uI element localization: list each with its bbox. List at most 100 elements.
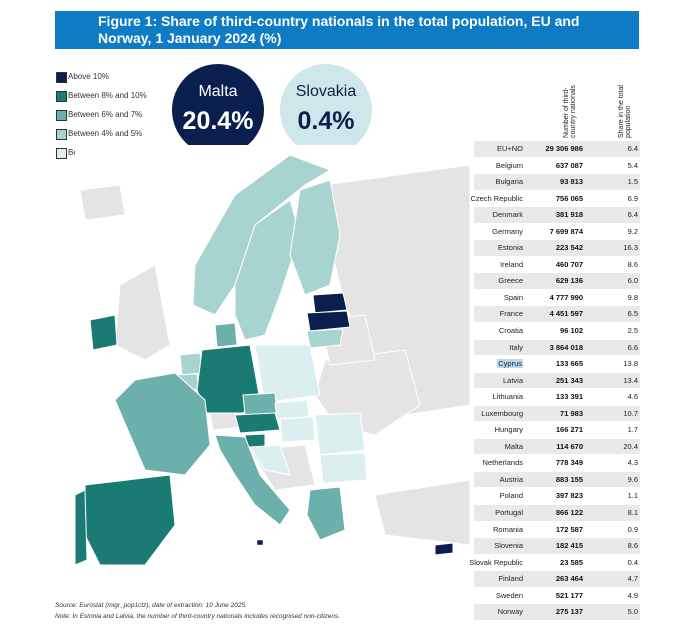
portugal-region (75, 489, 88, 566)
table-cell-number: 166 271 (555, 425, 583, 435)
data-table: EU+NO 29 306 986 6.4 Belgium 637 087 5.4 Bulga… (469, 141, 640, 621)
table-cell-share: 10.7 (623, 408, 638, 418)
table-cell-share: 8.1 (627, 508, 638, 518)
table-cell-share: 5.0 (627, 607, 638, 617)
denmark-region (214, 322, 238, 348)
table-cell-share: 4.6 (627, 392, 638, 402)
table-cell-number: 3 864 018 (549, 342, 583, 352)
table-cell-number: 133 391 (555, 392, 583, 402)
table-cell-number: 629 136 (555, 276, 583, 286)
table-cell-country: Spain (503, 292, 523, 302)
footnote: Note: In Estonia and Latvia, the number … (55, 613, 341, 620)
table-row: Denmark 381 918 6.4 (474, 207, 640, 224)
slovakia-bubble-name: Slovakia (295, 83, 357, 100)
table-cell-number: 251 343 (555, 375, 583, 385)
legend-label: Between 8% and 10% (68, 91, 147, 100)
table-cell-country: Slovak Republic (469, 557, 523, 567)
legend-swatch (56, 148, 67, 159)
table-cell-number: 4 777 990 (549, 292, 583, 302)
table-row: France 4 451 597 6.5 (474, 306, 640, 324)
table-cell-country: Hungary (494, 425, 523, 435)
table-row: Romania 172 587 0.9 (474, 522, 640, 539)
table-cell-number: 866 122 (555, 508, 583, 518)
table-cell-share: 9.8 (627, 292, 638, 302)
table-cell-share: 9.2 (627, 226, 638, 236)
table-cell-share: 8.6 (627, 541, 638, 551)
table-cell-number: 71 983 (560, 408, 583, 418)
table-row: Lithuania 133 391 4.6 (474, 389, 640, 406)
table-cell-number: 521 177 (555, 590, 583, 600)
table-cell-country: Bulgaria (495, 177, 523, 187)
malta-region (256, 539, 264, 546)
table-cell-country: Sweden (495, 590, 523, 600)
table-cell-number: 223 542 (555, 243, 583, 253)
table-row: Greece 629 136 6.0 (474, 273, 640, 290)
legend-label: Between 4% and 5% (68, 129, 143, 138)
table-cell-share: 6.4 (627, 144, 638, 153)
table-cell-share: 4.9 (627, 590, 638, 600)
table-cell-share: 1.1 (627, 491, 638, 501)
turkey-land (374, 479, 470, 546)
norway-region (192, 154, 332, 316)
table-cell-country: EU+NO (496, 144, 523, 153)
malta-highlight-bubble: Malta 20.4% (172, 64, 264, 156)
table-cell-country: Italy (509, 342, 523, 352)
legend-swatch (56, 110, 67, 121)
table-cell-share: 1.5 (627, 177, 638, 187)
figure-title: Figure 1: Share of third-country nationa… (98, 13, 580, 46)
table-cell-country: Romania (492, 524, 523, 534)
hungary-region (279, 416, 316, 443)
table-cell-share: 0.4 (627, 557, 638, 567)
table-row: Finland 263 464 4.7 (474, 571, 640, 588)
table-cell-share: 1.7 (627, 425, 638, 435)
table-row: Spain 4 777 990 9.8 (474, 290, 640, 307)
table-cell-share: 6.0 (627, 276, 638, 286)
table-cell-country: Cyprus (497, 359, 523, 369)
table-row: Luxembourg 71 983 10.7 (474, 405, 640, 423)
table-row: Czech Republic 756 065 6.9 (470, 191, 640, 208)
table-row: Estonia 223 542 16.3 (474, 240, 640, 257)
ireland-region (89, 314, 118, 351)
table-cell-country: Czech Republic (470, 193, 523, 203)
table-cell-share: 9.6 (627, 474, 638, 484)
table-cell-country: Lithuania (492, 392, 523, 402)
table-row: Portugal 866 122 8.1 (474, 505, 640, 522)
column-header-number-text: Number of third-country nationals (563, 85, 577, 138)
table-cell-country: Malta (504, 441, 523, 451)
estonia-region (312, 292, 348, 314)
poland-region (254, 344, 321, 404)
table-cell-country: Norway (497, 607, 523, 617)
source-note: Source: Eurostat (migr_pop1ctz), date of… (55, 602, 247, 609)
figure-title-bar: Figure 1: Share of third-country nationa… (55, 11, 639, 49)
legend-swatch (56, 91, 67, 102)
croatia-region (249, 444, 291, 476)
italy-region (214, 434, 291, 526)
legend-swatch (56, 72, 67, 83)
latvia-region (306, 310, 351, 332)
legend-label: Above 10% (68, 72, 109, 81)
figure-notes: Source: Eurostat (migr_pop1ctz), date of… (55, 600, 340, 622)
table-cell-share: 13.8 (623, 359, 638, 369)
table-cell-number: 778 349 (555, 458, 583, 468)
table-row: Poland 397 823 1.1 (474, 488, 640, 506)
table-row: Bulgaria 93 813 1.5 (474, 174, 640, 191)
table-cell-number: 172 587 (555, 524, 583, 534)
table-cell-country: Estonia (497, 243, 523, 253)
legend-label: Between 6% and 7% (68, 110, 143, 119)
austria-region (234, 412, 281, 434)
table-cell-number: 29 306 986 (545, 144, 583, 153)
table-cell-share: 8.6 (627, 259, 638, 269)
table-row: Sweden 521 177 4.9 (474, 588, 640, 605)
table-row: Netherlands 778 349 4.3 (474, 455, 640, 472)
table-cell-country: Luxembourg (481, 408, 523, 418)
column-header-share-text: Share in the total population (618, 85, 632, 138)
table-cell-country: France (499, 309, 523, 319)
table-cell-number: 756 065 (555, 193, 583, 203)
table-cell-share: 6.4 (627, 210, 638, 220)
table-cell-number: 637 087 (555, 160, 583, 170)
table-row: Austria 883 155 9.6 (474, 471, 640, 489)
table-cell-country: Belgium (495, 160, 523, 170)
table-row: Hungary 166 271 1.7 (474, 422, 640, 439)
table-cell-country: Ireland (500, 259, 523, 269)
table-cell-country: Austria (499, 474, 523, 484)
